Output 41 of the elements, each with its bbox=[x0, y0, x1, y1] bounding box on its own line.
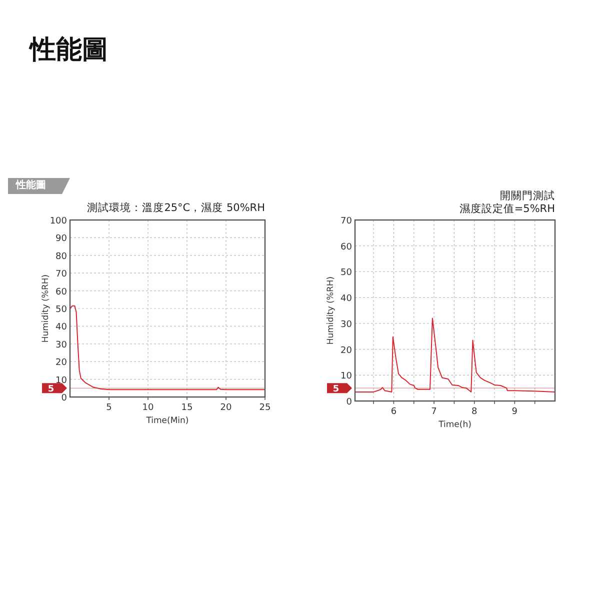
y-tick-label: 80 bbox=[56, 252, 68, 262]
chart-subtitle: 濕度設定值=5%RH bbox=[459, 202, 555, 215]
y-tick-label: 0 bbox=[61, 394, 68, 404]
text: 性能圖 bbox=[28, 35, 108, 65]
chart-title: 測試環境：溫度25°C，濕度 50%RH bbox=[87, 201, 265, 214]
y-tick-label: 20 bbox=[56, 358, 68, 368]
y-tick-label: 70 bbox=[56, 270, 68, 280]
x-tick-label: 8 bbox=[471, 407, 478, 417]
x-tick-label: 20 bbox=[220, 403, 232, 413]
y-tick-label: 70 bbox=[340, 216, 352, 226]
text: 性能圖 bbox=[15, 179, 46, 191]
y-tick-label: 10 bbox=[340, 372, 352, 382]
y-tick-label: 90 bbox=[56, 234, 68, 244]
x-axis-title: Time(Min) bbox=[145, 416, 189, 426]
y-tick-label: 50 bbox=[340, 268, 352, 278]
y-tick-label: 60 bbox=[56, 287, 68, 298]
line-series bbox=[70, 305, 266, 390]
y-tick-label: 100 bbox=[50, 216, 68, 226]
y-tick-label: 40 bbox=[56, 322, 68, 333]
y-axis-title: Humidity (%RH) bbox=[326, 276, 336, 345]
y-tick-label: 40 bbox=[340, 294, 352, 304]
x-tick-label: 15 bbox=[181, 403, 193, 413]
x-tick-label: 25 bbox=[259, 403, 271, 413]
x-tick-label: 10 bbox=[142, 403, 154, 413]
x-axis-title: Time(h) bbox=[438, 420, 472, 430]
y-tick-label: 20 bbox=[340, 346, 352, 356]
ref-line-label: 5 bbox=[48, 384, 54, 395]
y-tick-label: 60 bbox=[340, 242, 352, 252]
y-axis-title: Humidity (%RH) bbox=[41, 274, 51, 343]
y-tick-label: 50 bbox=[56, 305, 68, 315]
x-tick-label: 9 bbox=[512, 407, 518, 417]
ref-line-label: 5 bbox=[332, 384, 340, 395]
y-tick-label: 10 bbox=[56, 376, 68, 386]
y-tick-label: 30 bbox=[340, 320, 352, 330]
x-tick-label: 6 bbox=[390, 407, 397, 417]
y-tick-label: 0 bbox=[346, 398, 352, 408]
chart-title: 開關門測試 bbox=[500, 189, 555, 202]
x-tick-label: 7 bbox=[431, 407, 437, 417]
x-tick-label: 5 bbox=[106, 403, 112, 413]
line-series bbox=[354, 318, 556, 392]
y-tick-label: 30 bbox=[56, 340, 68, 350]
